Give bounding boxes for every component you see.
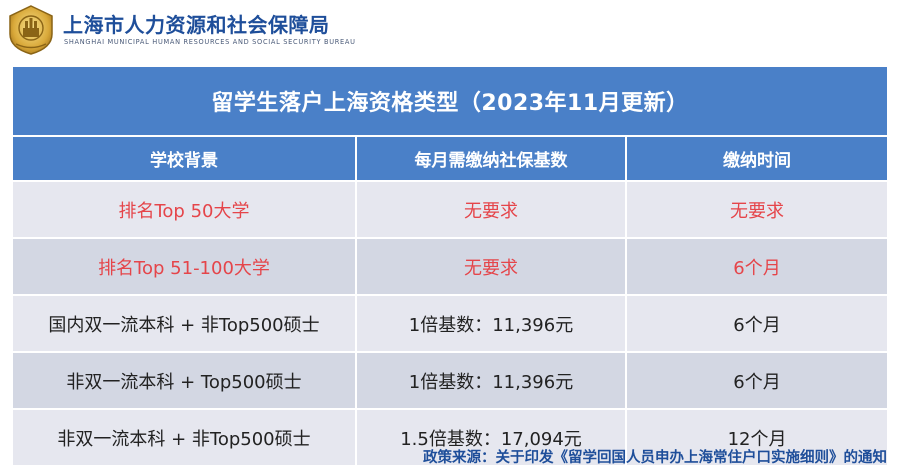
table-header-row: 学校背景 每月需缴纳社保基数 缴纳时间: [13, 135, 888, 180]
table-cell-social-security-base: 无要求: [357, 237, 627, 294]
table-cell-school-background: 排名Top 50大学: [13, 180, 357, 237]
table-row: 排名Top 50大学 无要求 无要求: [13, 180, 888, 237]
table-title: 留学生落户上海资格类型（2023年11月更新）: [13, 67, 888, 135]
table-cell-social-security-base: 无要求: [357, 180, 627, 237]
table-cell-school-background: 排名Top 51-100大学: [13, 237, 357, 294]
column-header-payment-duration: 缴纳时间: [627, 135, 888, 180]
eligibility-table: 留学生落户上海资格类型（2023年11月更新） 学校背景 每月需缴纳社保基数 缴…: [13, 67, 888, 465]
table-cell-payment-duration: 12个月: [627, 408, 888, 465]
table-cell-payment-duration: 6个月: [627, 294, 888, 351]
table-title-row: 留学生落户上海资格类型（2023年11月更新）: [13, 67, 888, 135]
table-row: 非双一流本科 + 非Top500硕士 1.5倍基数：17,094元 12个月: [13, 408, 888, 465]
column-header-school-background: 学校背景: [13, 135, 357, 180]
table-cell-school-background: 非双一流本科 + 非Top500硕士: [13, 408, 357, 465]
organization-name-cn: 上海市人力资源和社会保障局: [63, 13, 330, 37]
table-row: 排名Top 51-100大学 无要求 6个月: [13, 237, 888, 294]
table-row: 非双一流本科 + Top500硕士 1倍基数：11,396元 6个月: [13, 351, 888, 408]
page-header: 上海市人力资源和社会保障局 SHANGHAI MUNICIPAL HUMAN R…: [6, 3, 606, 58]
table-cell-payment-duration: 6个月: [627, 351, 888, 408]
table-cell-school-background: 非双一流本科 + Top500硕士: [13, 351, 357, 408]
table-cell-payment-duration: 6个月: [627, 237, 888, 294]
column-header-social-security-base: 每月需缴纳社保基数: [357, 135, 627, 180]
policy-source-note: 政策来源：关于印发《留学回国人员申办上海常住户口实施细则》的通知: [423, 450, 887, 466]
table-cell-school-background: 国内双一流本科 + 非Top500硕士: [13, 294, 357, 351]
emblem-logo-icon: [9, 5, 53, 55]
table-cell-social-security-base: 1倍基数：11,396元: [357, 351, 627, 408]
organization-name-en: SHANGHAI MUNICIPAL HUMAN RESOURCES AND S…: [64, 38, 356, 46]
table-row: 国内双一流本科 + 非Top500硕士 1倍基数：11,396元 6个月: [13, 294, 888, 351]
table-cell-payment-duration: 无要求: [627, 180, 888, 237]
table-cell-social-security-base: 1.5倍基数：17,094元: [357, 408, 627, 465]
table-cell-social-security-base: 1倍基数：11,396元: [357, 294, 627, 351]
